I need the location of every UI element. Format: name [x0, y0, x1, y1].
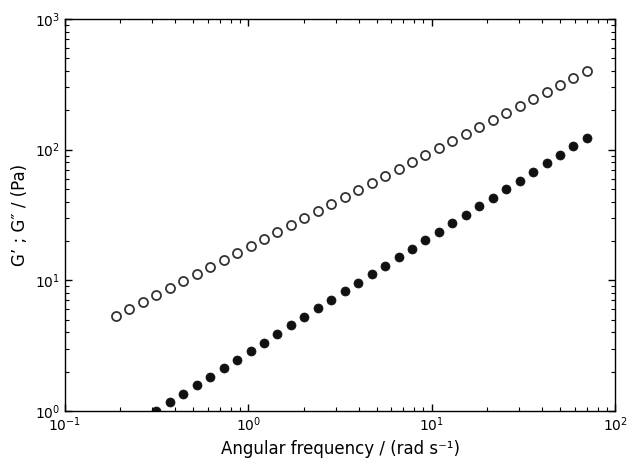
Y-axis label: G’ ; G″ / (Pa): G’ ; G″ / (Pa) — [11, 164, 29, 266]
X-axis label: Angular frequency / (rad s⁻¹): Angular frequency / (rad s⁻¹) — [220, 440, 459, 458]
